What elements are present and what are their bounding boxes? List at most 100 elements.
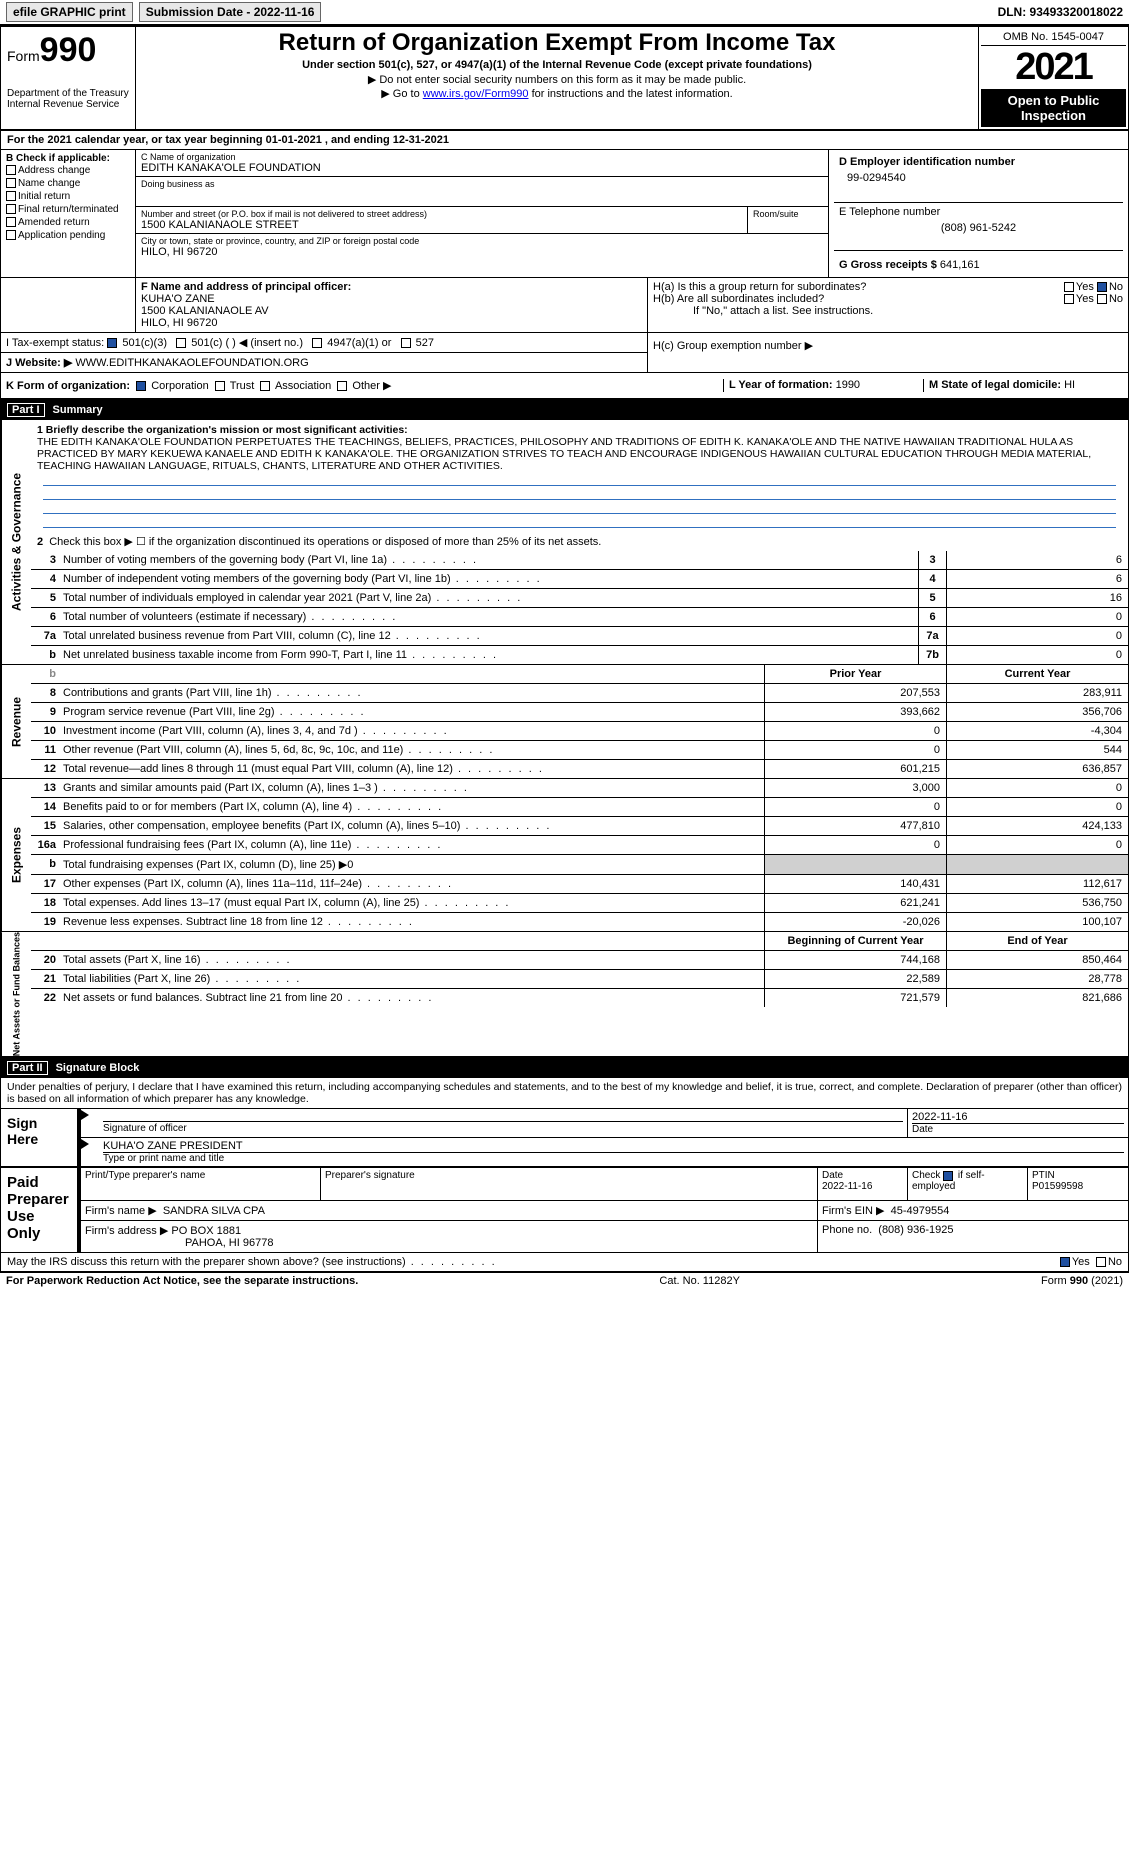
col-beginning-year: Beginning of Current Year (764, 932, 946, 950)
line-num: 17 (31, 875, 59, 893)
line-num: 20 (31, 951, 59, 969)
check-amended-return[interactable]: Amended return (6, 216, 130, 229)
table-row: 14 Benefits paid to or for members (Part… (31, 798, 1128, 817)
form-header: Form990 Department of the Treasury Inter… (1, 27, 1128, 131)
line-text: Other revenue (Part VIII, column (A), li… (59, 741, 764, 759)
ein-value: 99-0294540 (839, 168, 1118, 184)
h-b-no-check[interactable] (1097, 294, 1107, 304)
check-name-change[interactable]: Name change (6, 177, 130, 190)
sig-officer-label: Signature of officer (103, 1121, 903, 1134)
check-501c[interactable] (176, 338, 186, 348)
table-row: 3 Number of voting members of the govern… (31, 551, 1128, 570)
tax-year: 2021 (981, 46, 1126, 89)
current-value: 424,133 (946, 817, 1128, 835)
table-row: 22 Net assets or fund balances. Subtract… (31, 989, 1128, 1007)
line-num: 4 (31, 570, 59, 588)
current-value: 636,857 (946, 760, 1128, 778)
footer-left: For Paperwork Reduction Act Notice, see … (6, 1275, 358, 1287)
check-527[interactable] (401, 338, 411, 348)
street-label: Number and street (or P.O. box if mail i… (141, 209, 742, 219)
h-a-no-check[interactable] (1097, 282, 1107, 292)
check-association[interactable] (260, 381, 270, 391)
form-word: Form (7, 48, 40, 64)
box-h: H(a) Is this a group return for subordin… (648, 278, 1128, 332)
table-row: b Total fundraising expenses (Part IX, c… (31, 855, 1128, 875)
h-a-answer: Yes No (1003, 281, 1123, 293)
prior-value: -20,026 (764, 913, 946, 931)
check-final-return[interactable]: Final return/terminated (6, 203, 130, 216)
self-employed-check[interactable] (943, 1171, 953, 1181)
line-text: Total unrelated business revenue from Pa… (59, 627, 918, 645)
part2-header: Part II Signature Block (1, 1058, 1128, 1078)
check-4947[interactable] (312, 338, 322, 348)
line-num: 7a (31, 627, 59, 645)
line-value: 0 (946, 627, 1128, 645)
line-text: Number of voting members of the governin… (59, 551, 918, 569)
h-b-note: If "No," attach a list. See instructions… (653, 305, 1123, 317)
prior-value: 0 (764, 836, 946, 854)
line-num: 10 (31, 722, 59, 740)
current-value: 544 (946, 741, 1128, 759)
name-title-label: Type or print name and title (103, 1152, 1124, 1164)
firm-name-value: SANDRA SILVA CPA (163, 1205, 265, 1217)
open-to-public: Open to Public Inspection (981, 89, 1126, 127)
check-other[interactable] (337, 381, 347, 391)
mission-block: 1 Briefly describe the organization's mi… (31, 420, 1128, 532)
table-row: 4 Number of independent voting members o… (31, 570, 1128, 589)
prep-phone-label: Phone no. (822, 1224, 872, 1236)
table-row: 19 Revenue less expenses. Subtract line … (31, 913, 1128, 931)
line-box: 5 (918, 589, 946, 607)
box-f: F Name and address of principal officer:… (136, 278, 648, 332)
efile-print-button[interactable]: efile GRAPHIC print (6, 2, 133, 22)
current-value: 536,750 (946, 894, 1128, 912)
line-box: 6 (918, 608, 946, 626)
form990-link[interactable]: www.irs.gov/Form990 (423, 88, 529, 100)
line-num: 5 (31, 589, 59, 607)
dba-label: Doing business as (141, 179, 823, 189)
col-current-year: Current Year (946, 665, 1128, 683)
submission-date-button[interactable]: Submission Date - 2022-11-16 (139, 2, 322, 22)
h-b-yes-check[interactable] (1064, 294, 1074, 304)
line-l: L Year of formation: 1990 (723, 379, 923, 392)
prior-value: 621,241 (764, 894, 946, 912)
h-b-answer: Yes No (1003, 293, 1123, 305)
h-b-label: H(b) Are all subordinates included? (653, 293, 1003, 305)
check-trust[interactable] (215, 381, 225, 391)
prior-value: 22,589 (764, 970, 946, 988)
footer: For Paperwork Reduction Act Notice, see … (0, 1272, 1129, 1289)
gross-receipts-label: G Gross receipts $ (839, 259, 937, 271)
table-row: 12 Total revenue—add lines 8 through 11 … (31, 760, 1128, 778)
note-goto-pre: ▶ Go to (381, 88, 422, 100)
line-k-label: K Form of organization: (6, 380, 130, 392)
ptin-label: PTIN (1032, 1170, 1124, 1181)
check-initial-return[interactable]: Initial return (6, 190, 130, 203)
current-value: 0 (946, 836, 1128, 854)
discuss-question: May the IRS discuss this return with the… (7, 1256, 982, 1268)
table-row: 10 Investment income (Part VIII, column … (31, 722, 1128, 741)
discuss-yes-check[interactable] (1060, 1257, 1070, 1267)
prior-value: 0 (764, 798, 946, 816)
table-row: 11 Other revenue (Part VIII, column (A),… (31, 741, 1128, 760)
check-corporation[interactable] (136, 381, 146, 391)
firm-name-label: Firm's name ▶ (85, 1205, 157, 1217)
h-a-yes-check[interactable] (1064, 282, 1074, 292)
check-address-change[interactable]: Address change (6, 164, 130, 177)
table-row: 17 Other expenses (Part IX, column (A), … (31, 875, 1128, 894)
check-501c3[interactable] (107, 338, 117, 348)
line-text: Total assets (Part X, line 16) (59, 951, 764, 969)
line-text: Total expenses. Add lines 13–17 (must eq… (59, 894, 764, 912)
ein-label: D Employer identification number (839, 156, 1118, 168)
note-ssn: ▶ Do not enter social security numbers o… (142, 73, 972, 86)
dept-label: Department of the Treasury Internal Reve… (7, 88, 129, 110)
discuss-no-check[interactable] (1096, 1257, 1106, 1267)
line-i: I Tax-exempt status: 501(c)(3) 501(c) ( … (1, 333, 647, 353)
paid-preparer-label: Paid Preparer Use Only (1, 1168, 81, 1252)
current-value: 28,778 (946, 970, 1128, 988)
part2-name: Signature Block (56, 1062, 140, 1074)
sig-date-value: 2022-11-16 (912, 1111, 1124, 1123)
note-goto-post: for instructions and the latest informat… (529, 88, 733, 100)
check-application-pending[interactable]: Application pending (6, 229, 130, 242)
box-d-e-g: D Employer identification number 99-0294… (828, 150, 1128, 277)
footer-right: Form 990 (2021) (1041, 1275, 1123, 1287)
ptin-value: P01599598 (1032, 1181, 1124, 1192)
